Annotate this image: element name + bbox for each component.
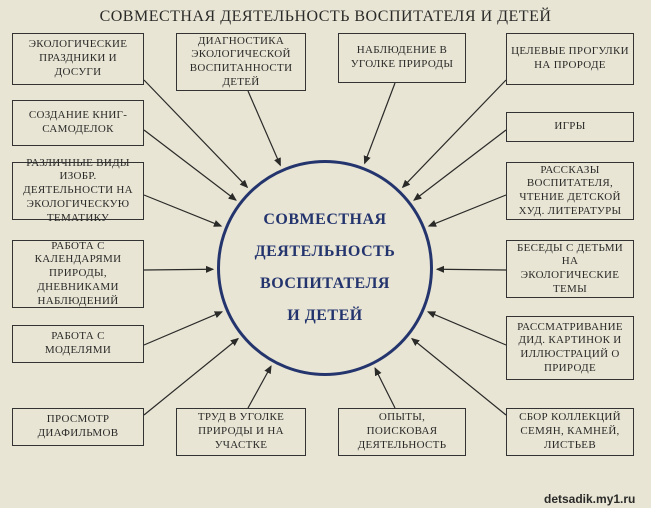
node-label: ТРУД В УГОЛКЕ ПРИРОДЫ И НА УЧАСТКЕ [181,411,301,452]
node-n13: ПРОСМОТР ДИАФИЛЬМОВ [12,408,144,446]
arrow-n9 [144,269,213,270]
node-label: ИГРЫ [554,120,585,134]
node-n9: РАБОТА С КАЛЕНДАРЯМИ ПРИРОДЫ, ДНЕВНИКАМИ… [12,240,144,308]
arrow-n2 [248,91,280,165]
node-label: СБОР КОЛЛЕКЦИЙ СЕМЯН, КАМНЕЙ, ЛИСТЬЕВ [511,411,629,452]
node-n2: ДИАГНОСТИКА ЭКОЛОГИЧЕСКОЙ ВОСПИТАННОСТИ … [176,33,306,91]
node-label: ДИАГНОСТИКА ЭКОЛОГИЧЕСКОЙ ВОСПИТАННОСТИ … [181,35,301,90]
node-label: НАБЛЮДЕНИЕ В УГОЛКЕ ПРИРОДЫ [343,44,461,72]
diagram-title: СОВМЕСТНАЯ ДЕЯТЕЛЬНОСТЬ ВОСПИТАТЕЛЯ И ДЕ… [0,8,651,26]
node-n1: ЭКОЛОГИЧЕСКИЕ ПРАЗДНИКИ И ДОСУГИ [12,33,144,85]
node-label: РАССКАЗЫ ВОСПИТАТЕЛЯ, ЧТЕНИЕ ДЕТСКОЙ ХУД… [511,164,629,219]
arrow-n15 [375,368,395,408]
arrow-n13 [144,339,238,415]
node-label: ОПЫТЫ, ПОИСКОВАЯ ДЕЯТЕЛЬНОСТЬ [343,411,461,452]
node-n8: РАССКАЗЫ ВОСПИТАТЕЛЯ, ЧТЕНИЕ ДЕТСКОЙ ХУД… [506,162,634,220]
node-n5: СОЗДАНИЕ КНИГ-САМОДЕЛОК [12,100,144,146]
arrow-n16 [412,339,506,415]
node-n3: НАБЛЮДЕНИЕ В УГОЛКЕ ПРИРОДЫ [338,33,466,83]
arrow-n12 [428,312,506,345]
node-n6: ИГРЫ [506,112,634,142]
center-line: СОВМЕСТНАЯ [263,204,386,236]
node-label: РАБОТА С МОДЕЛЯМИ [17,330,139,358]
arrow-n6 [414,130,506,200]
arrow-n3 [365,83,395,163]
arrow-n4 [403,80,506,187]
node-n7: РАЗЛИЧНЫЕ ВИДЫ ИЗОБР. ДЕЯТЕЛЬНОСТИ НА ЭК… [12,162,144,220]
node-n10: БЕСЕДЫ С ДЕТЬМИ НА ЭКОЛОГИЧЕСКИЕ ТЕМЫ [506,240,634,298]
arrow-n11 [144,312,222,345]
node-n12: РАССМАТРИВАНИЕ ДИД. КАРТИНОК И ИЛЛЮСТРАЦ… [506,316,634,380]
node-label: БЕСЕДЫ С ДЕТЬМИ НА ЭКОЛОГИЧЕСКИЕ ТЕМЫ [511,242,629,297]
arrow-n14 [248,366,271,408]
node-label: ЭКОЛОГИЧЕСКИЕ ПРАЗДНИКИ И ДОСУГИ [17,38,139,79]
center-line: И ДЕТЕЙ [287,300,362,332]
node-n15: ОПЫТЫ, ПОИСКОВАЯ ДЕЯТЕЛЬНОСТЬ [338,408,466,456]
watermark: detsadik.my1.ru [544,492,635,506]
arrow-n7 [144,195,221,226]
node-label: РАЗЛИЧНЫЕ ВИДЫ ИЗОБР. ДЕЯТЕЛЬНОСТИ НА ЭК… [17,157,139,226]
center-line: ДЕЯТЕЛЬНОСТЬ [255,236,396,268]
node-n14: ТРУД В УГОЛКЕ ПРИРОДЫ И НА УЧАСТКЕ [176,408,306,456]
node-label: ЦЕЛЕВЫЕ ПРОГУЛКИ НА ПРОРОДЕ [511,45,629,73]
arrow-n10 [437,269,506,270]
node-label: РАССМАТРИВАНИЕ ДИД. КАРТИНОК И ИЛЛЮСТРАЦ… [511,321,629,376]
center-circle: СОВМЕСТНАЯДЕЯТЕЛЬНОСТЬВОСПИТАТЕЛЯИ ДЕТЕЙ [217,160,433,376]
node-n4: ЦЕЛЕВЫЕ ПРОГУЛКИ НА ПРОРОДЕ [506,33,634,85]
node-n11: РАБОТА С МОДЕЛЯМИ [12,325,144,363]
node-label: ПРОСМОТР ДИАФИЛЬМОВ [17,413,139,441]
node-label: РАБОТА С КАЛЕНДАРЯМИ ПРИРОДЫ, ДНЕВНИКАМИ… [17,240,139,309]
node-label: СОЗДАНИЕ КНИГ-САМОДЕЛОК [17,109,139,137]
arrow-n8 [429,195,506,226]
arrow-n1 [144,80,247,187]
center-line: ВОСПИТАТЕЛЯ [260,268,390,300]
node-n16: СБОР КОЛЛЕКЦИЙ СЕМЯН, КАМНЕЙ, ЛИСТЬЕВ [506,408,634,456]
arrow-n5 [144,130,236,200]
